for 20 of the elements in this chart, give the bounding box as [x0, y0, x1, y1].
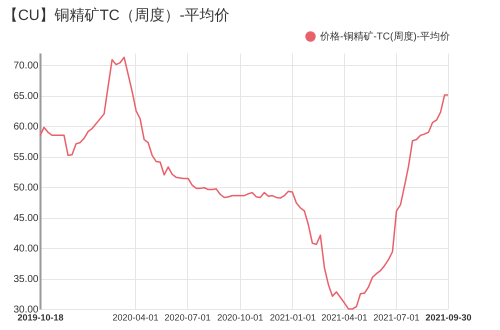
line-series	[39, 56, 449, 310]
y-tick-label: 45.00	[13, 213, 39, 224]
y-tick-label: 35.00	[13, 274, 39, 286]
y-tick-label: 60.00	[13, 122, 39, 133]
x-tick-label: 2021-04-01	[321, 312, 368, 322]
x-tick-label: 2021-01-01	[270, 312, 316, 322]
x-tick-label: 2021-09-30	[425, 312, 472, 322]
x-tick-label: 2019-10-18	[17, 312, 64, 322]
chart-title: 【CU】铜精矿TC（周度）-平均价	[2, 7, 230, 24]
y-tick-label: 65.00	[13, 91, 39, 102]
x-tick-label: 2020-04-01	[112, 312, 159, 322]
y-tick-label: 55.00	[13, 152, 39, 164]
y-tick-label: 70.00	[13, 60, 39, 72]
x-tick-label: 2020-07-01	[164, 312, 211, 322]
x-tick-label: 2021-07-01	[373, 312, 420, 322]
y-tick-label: 30.00	[13, 304, 39, 316]
legend-label: 价格-铜精矿-TC(周度)-平均价	[319, 30, 450, 42]
x-tick-label: 2020-10-01	[217, 312, 264, 322]
y-tick-label: 40.00	[13, 244, 39, 255]
y-tick-label: 50.00	[13, 182, 39, 194]
